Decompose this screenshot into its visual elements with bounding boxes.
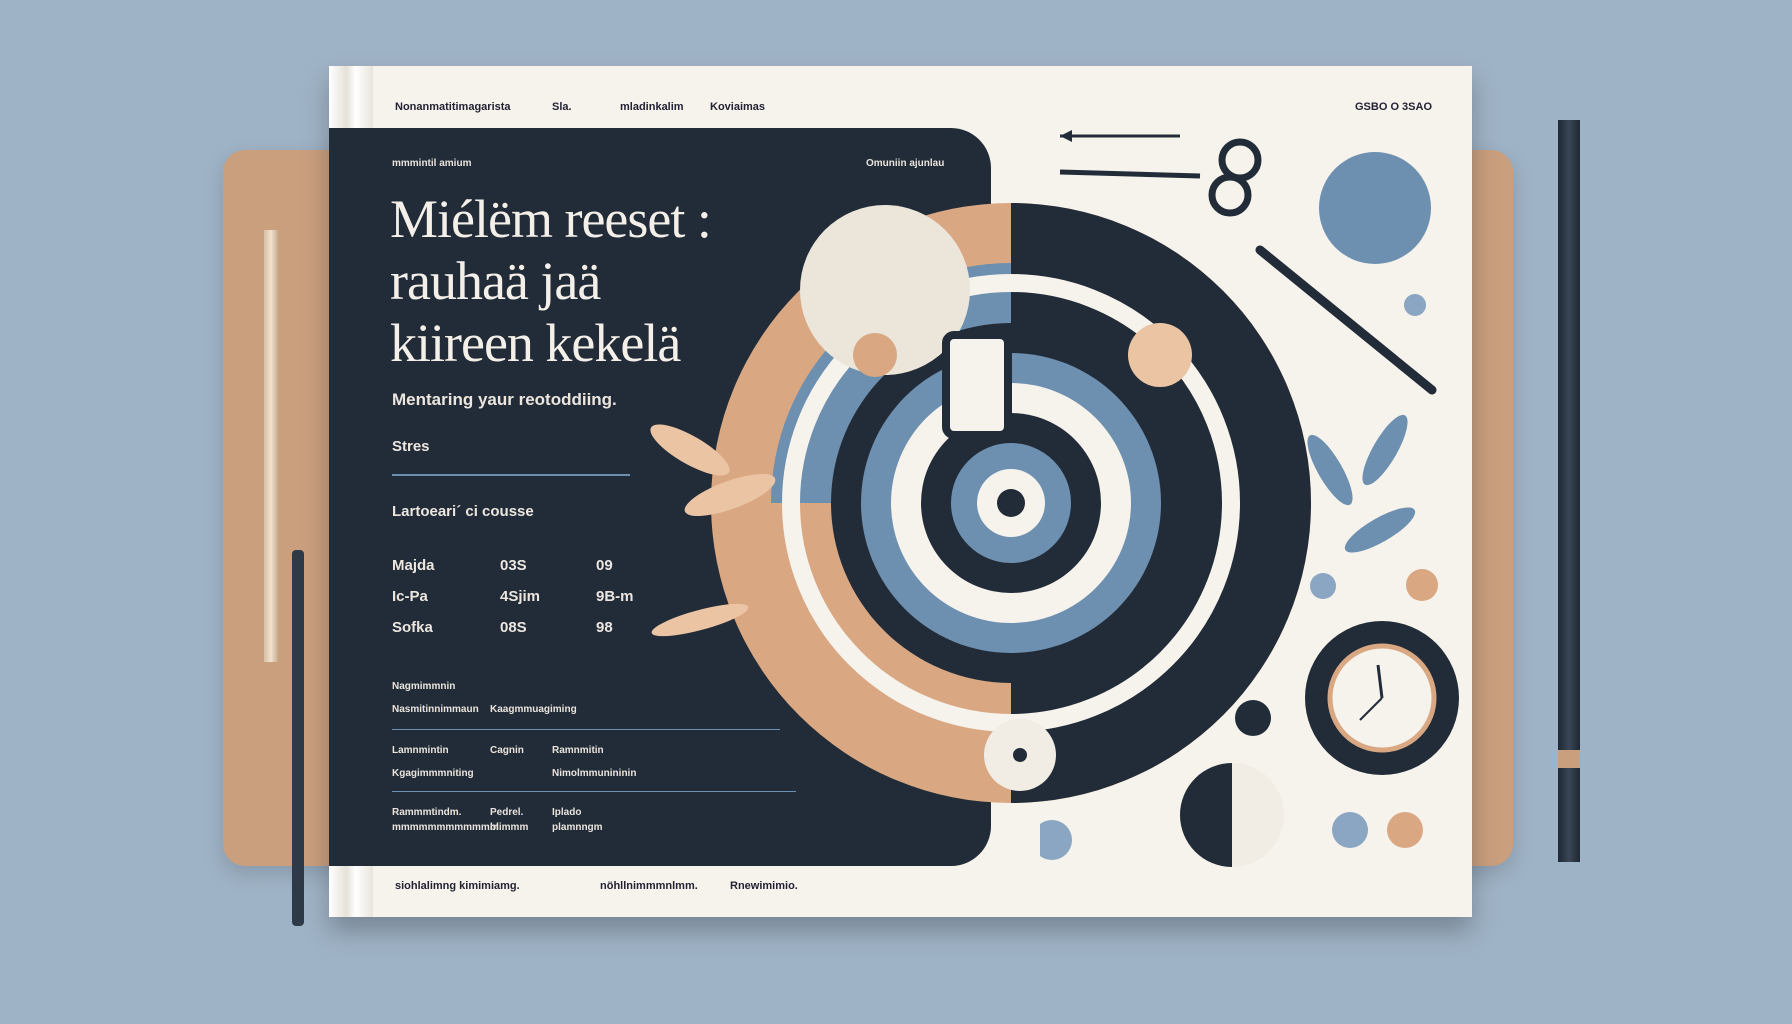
right-objects <box>1040 130 1459 867</box>
cell: 9B-m <box>596 588 634 605</box>
cell: Sofka <box>392 619 433 636</box>
title-line: kiireen kekelä <box>390 313 681 373</box>
info-text: Nimolmmunininin <box>552 768 637 779</box>
info-text: Iplado <box>552 807 582 818</box>
info-text: mmmmmmmmmmmm <box>392 822 499 833</box>
info-text: Pedrel. <box>490 807 524 818</box>
divider <box>392 474 630 476</box>
cell: 4Sjim <box>500 588 541 605</box>
info-text: Nagmimmnin <box>392 681 456 692</box>
footer-text: nöhllnimmmnlmm. <box>600 880 698 892</box>
cell: Ic-Pa <box>392 588 428 605</box>
code-label: GSBO O 3SAO <box>1355 101 1433 113</box>
nav-item: Sla. <box>552 101 572 113</box>
leaf-icon <box>1307 414 1416 553</box>
table-row: Ic-Pa 4Sjim 9B-m <box>392 588 634 619</box>
table-row: Sofka 08S 98 <box>392 619 634 650</box>
info-text: Lamnmintin <box>392 745 449 756</box>
info-text: blimmm <box>490 822 529 833</box>
section-label: Lartoeari´ ci cousse <box>392 503 534 520</box>
info-text: Nasmitinnimmaun <box>392 704 479 715</box>
cell: Majda <box>392 557 435 574</box>
scissors-icon <box>1059 138 1262 217</box>
info-text: plamnngm <box>552 822 603 833</box>
pencil-icon <box>1255 245 1437 395</box>
subtitle: Mentaring yaur reotoddiing. <box>392 390 617 409</box>
illustration <box>650 203 1311 803</box>
section-label: Stres <box>392 438 430 455</box>
footer-text: Rnewimimio. <box>730 880 798 892</box>
panel-label: Omuniin ajunlau <box>866 158 945 169</box>
info-text: Kgagimmmniting <box>392 768 474 779</box>
title-line: rauhaä jaä <box>390 251 601 311</box>
nav-item: Koviaimas <box>710 101 766 113</box>
nav-item: mladinkalim <box>620 101 684 113</box>
info-text: Kaagmmuagiming <box>490 704 577 715</box>
table-row: Majda 03S 09 <box>392 557 634 588</box>
cell: 98 <box>596 619 613 636</box>
info-text: Rammmtindm. <box>392 807 462 818</box>
footer-text: siohlalimng kimimiamg. <box>395 880 520 892</box>
cell: 09 <box>596 557 613 574</box>
panel-label: mmmintil amium <box>392 158 472 169</box>
leaf-icon <box>650 424 776 637</box>
pencil-left <box>264 230 278 662</box>
divider <box>392 791 796 792</box>
nav-item: Nonanmatitimagarista <box>395 101 511 113</box>
cell: 03S <box>500 557 527 574</box>
bottle-icon <box>942 331 1012 439</box>
book-title: Miélëm reeset : rauhaä jaä kiireen kekel… <box>390 188 790 374</box>
data-table: Majda 03S 09 Ic-Pa 4Sjim 9B-m Sofka 08S 98 <box>392 557 634 650</box>
divider <box>392 729 780 730</box>
cell: 08S <box>500 619 527 636</box>
clock-icon <box>1305 621 1459 775</box>
title-line: Miélëm reeset : <box>390 189 712 249</box>
info-text: Cagnin <box>490 745 524 756</box>
info-text: Ramnmitin <box>552 745 604 756</box>
pen-left <box>292 550 304 926</box>
pencil-right <box>1558 120 1580 862</box>
